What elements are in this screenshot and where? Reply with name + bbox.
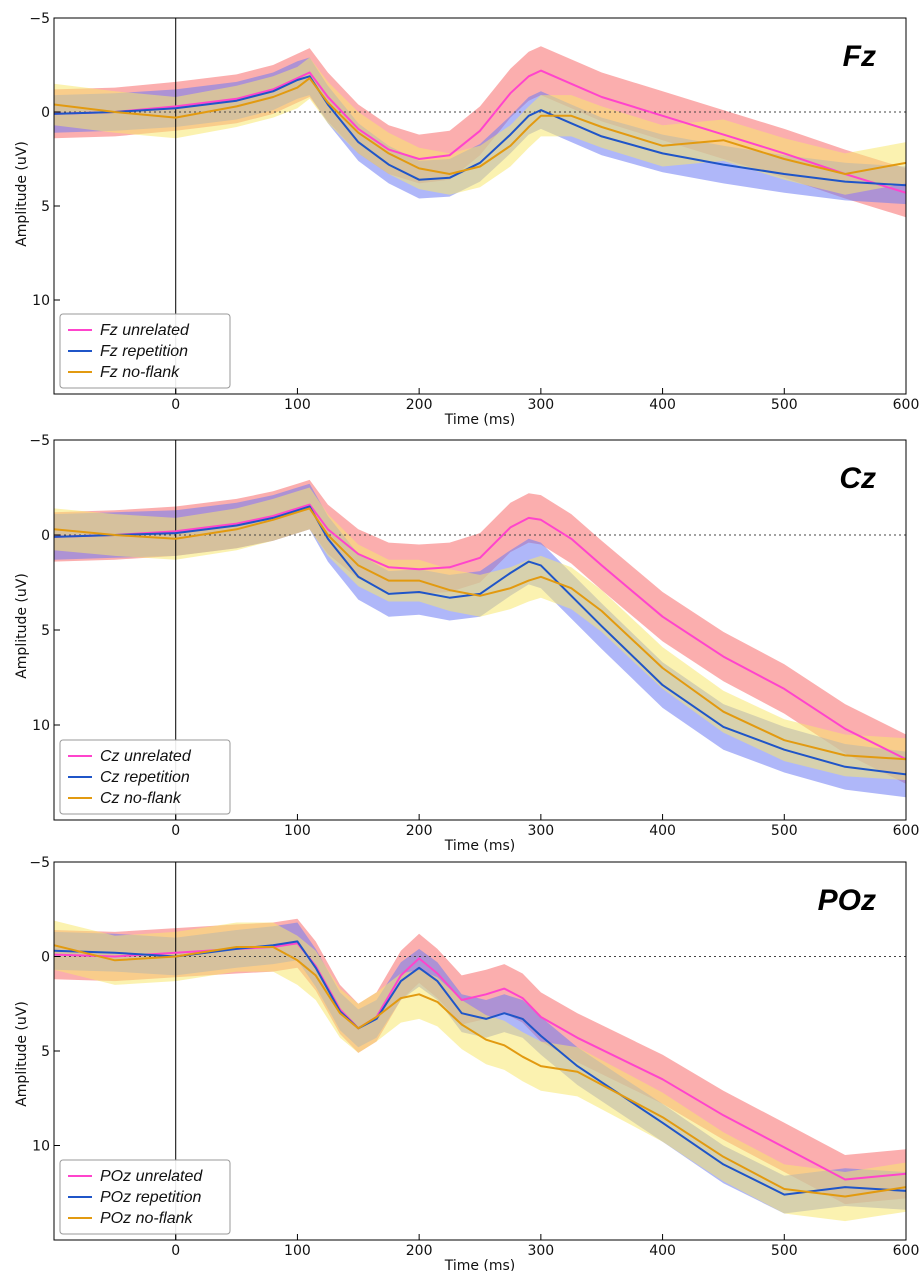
- band-unrelated: [54, 479, 906, 784]
- x-tick-label: 100: [284, 1243, 311, 1259]
- legend-box: [59, 313, 231, 389]
- x-tick-label: 100: [284, 823, 311, 839]
- legend: Cz unrelated Cz repetition Cz no-flank: [59, 739, 231, 815]
- legend-entry-noflank: Cz no-flank: [100, 790, 182, 807]
- x-tick-label: 0: [171, 1243, 180, 1259]
- legend-entry-repetition: Fz repetition: [100, 343, 188, 360]
- y-axis-label: Amplitude (uV): [14, 141, 30, 247]
- x-tick-label: 200: [406, 397, 433, 413]
- plot-area: [54, 862, 906, 1240]
- legend-entry-noflank: Fz no-flank: [100, 364, 180, 381]
- x-tick-label: 200: [406, 1243, 433, 1259]
- x-tick-label: 300: [527, 823, 554, 839]
- legend: POz unrelated POz repetition POz no-flank: [59, 1159, 231, 1235]
- y-tick-label: 0: [41, 105, 50, 121]
- x-tick-label: 0: [171, 397, 180, 413]
- series-line-repetition: [54, 75, 906, 187]
- plot-area: [54, 18, 906, 394]
- y-tick-label: 5: [41, 623, 50, 639]
- legend-entry-noflank: POz no-flank: [100, 1210, 193, 1227]
- x-axis-label: Time (ms): [444, 838, 516, 854]
- legend-entry-repetition: POz repetition: [100, 1189, 201, 1206]
- x-tick-label: 0: [171, 823, 180, 839]
- legend-entry-unrelated: Fz unrelated: [100, 322, 190, 339]
- x-tick-label: 400: [649, 823, 676, 839]
- legend-entry-repetition: Cz repetition: [100, 769, 190, 786]
- y-tick-label: −5: [29, 855, 50, 871]
- electrode-title: POz: [818, 884, 876, 917]
- series-line-unrelated: [54, 503, 906, 761]
- series-line-noflank: [54, 77, 906, 175]
- plot-area: [54, 440, 906, 820]
- chart-panel-fz: 0 100 200 300 400 500 600 −5 0 5 10 Time (ms) Amplit…: [14, 11, 919, 428]
- legend-entry-unrelated: POz unrelated: [100, 1168, 203, 1185]
- x-tick-label: 500: [771, 1243, 798, 1259]
- x-tick-label: 300: [527, 1243, 554, 1259]
- legend-entry-unrelated: Cz unrelated: [100, 748, 192, 765]
- legend-box: [59, 739, 231, 815]
- x-tick-label: 600: [893, 397, 920, 413]
- electrode-title: Cz: [839, 462, 876, 495]
- y-tick-label: 0: [41, 528, 50, 544]
- legend: Fz unrelated Fz repetition Fz no-flank: [59, 313, 231, 389]
- series-line-repetition: [54, 940, 906, 1196]
- series-line-noflank: [54, 507, 906, 761]
- y-tick-label: 5: [41, 199, 50, 215]
- y-tick-label: 10: [32, 293, 50, 309]
- x-tick-label: 600: [893, 823, 920, 839]
- legend-box: [59, 1159, 231, 1235]
- series-line-unrelated: [54, 69, 906, 194]
- band-noflank: [54, 920, 906, 1222]
- x-tick-label: 600: [893, 1243, 920, 1259]
- series-line-repetition: [54, 505, 906, 776]
- y-tick-label: 5: [41, 1044, 50, 1060]
- y-tick-label: 0: [41, 950, 50, 966]
- x-axis-label: Time (ms): [444, 412, 516, 428]
- y-axis-label: Amplitude (uV): [14, 1001, 30, 1107]
- x-axis-label: Time (ms): [444, 1258, 516, 1271]
- x-tick-label: 300: [527, 397, 554, 413]
- y-tick-label: 10: [32, 1139, 50, 1155]
- y-tick-label: −5: [29, 433, 50, 449]
- chart-panel-cz: 0 100 200 300 400 500 600 −5 0 5 10 Time (ms) Amplit…: [14, 433, 919, 854]
- chart-panel-poz: 0 100 200 300 400 500 600 −5 0 5 10 Time (ms) Amplit…: [14, 855, 919, 1271]
- x-tick-label: 200: [406, 823, 433, 839]
- y-tick-label: 10: [32, 718, 50, 734]
- series-line-noflank: [54, 944, 906, 1198]
- x-tick-label: 500: [771, 823, 798, 839]
- x-tick-label: 400: [649, 397, 676, 413]
- x-tick-label: 100: [284, 397, 311, 413]
- electrode-title: Fz: [843, 40, 876, 73]
- y-tick-label: −5: [29, 11, 50, 27]
- band-repetition: [54, 483, 906, 798]
- y-axis-label: Amplitude (uV): [14, 573, 30, 679]
- x-tick-label: 500: [771, 397, 798, 413]
- x-tick-label: 400: [649, 1243, 676, 1259]
